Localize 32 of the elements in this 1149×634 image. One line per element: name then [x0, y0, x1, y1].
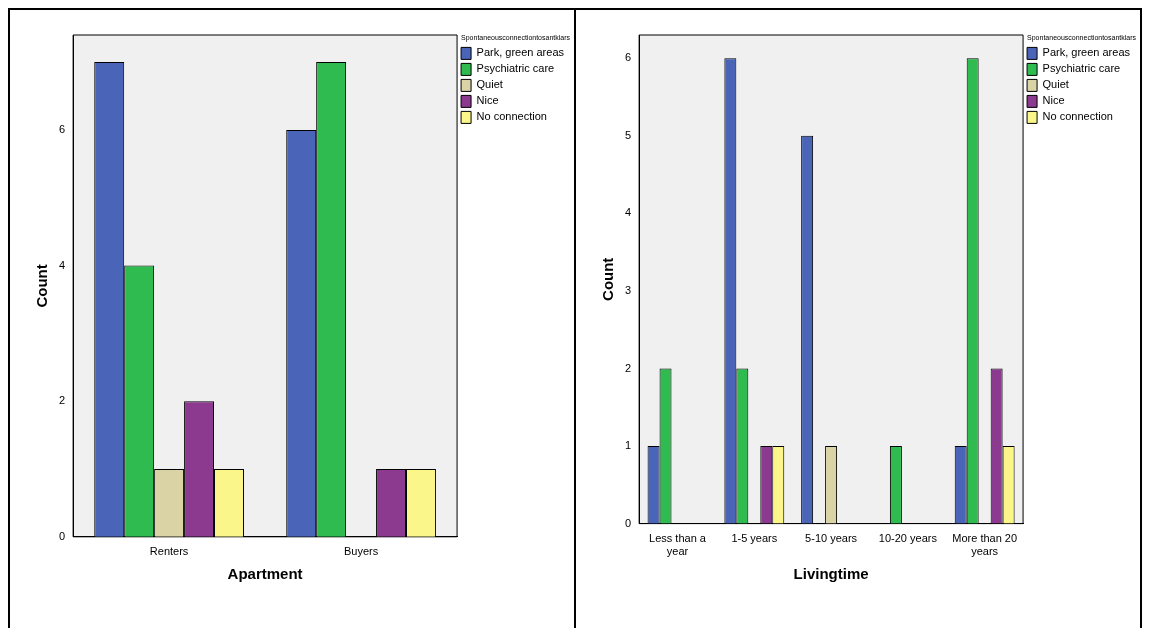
legend-label: Park, green areas — [1042, 46, 1131, 59]
y-tick-label: 4 — [58, 258, 66, 271]
y-tick-label: 6 — [624, 51, 632, 64]
y-tick-label: 4 — [624, 206, 632, 219]
x-tick-label: 5-10 years — [805, 532, 858, 545]
legend-label: Quiet — [476, 78, 503, 91]
legend-label: Quiet — [1042, 78, 1069, 91]
y-axis-title: Count — [599, 257, 617, 301]
legend-label: No connection — [1042, 110, 1113, 123]
y-axis-title: Count — [33, 264, 51, 308]
x-axis-title: Apartment — [227, 565, 303, 583]
y-tick-label: 6 — [58, 122, 66, 135]
y-tick-label: 5 — [624, 128, 632, 141]
legend-label: Nice — [476, 94, 499, 107]
legend-label: Psychiatric care — [476, 62, 555, 75]
x-tick-label: Renters — [149, 545, 189, 558]
x-tick-label: More than 20 years — [952, 532, 1018, 558]
x-tick-label: Less than a year — [649, 532, 707, 558]
legend-label: Psychiatric care — [1042, 62, 1121, 75]
legend-label: No connection — [476, 110, 547, 123]
y-tick-label: 3 — [624, 283, 632, 296]
x-tick-label: 10-20 years — [878, 532, 938, 545]
x-tick-label: 1-5 years — [731, 532, 778, 545]
x-axis-title: Livingtime — [793, 565, 869, 583]
y-tick-label: 0 — [58, 529, 66, 542]
legend-label: Park, green areas — [476, 46, 565, 59]
x-tick-label: Buyers — [343, 545, 379, 558]
y-tick-label: 2 — [58, 394, 66, 407]
y-tick-label: 1 — [624, 439, 632, 452]
y-tick-label: 0 — [624, 516, 632, 529]
y-tick-label: 2 — [624, 361, 632, 374]
legend-label: Nice — [1042, 94, 1065, 107]
